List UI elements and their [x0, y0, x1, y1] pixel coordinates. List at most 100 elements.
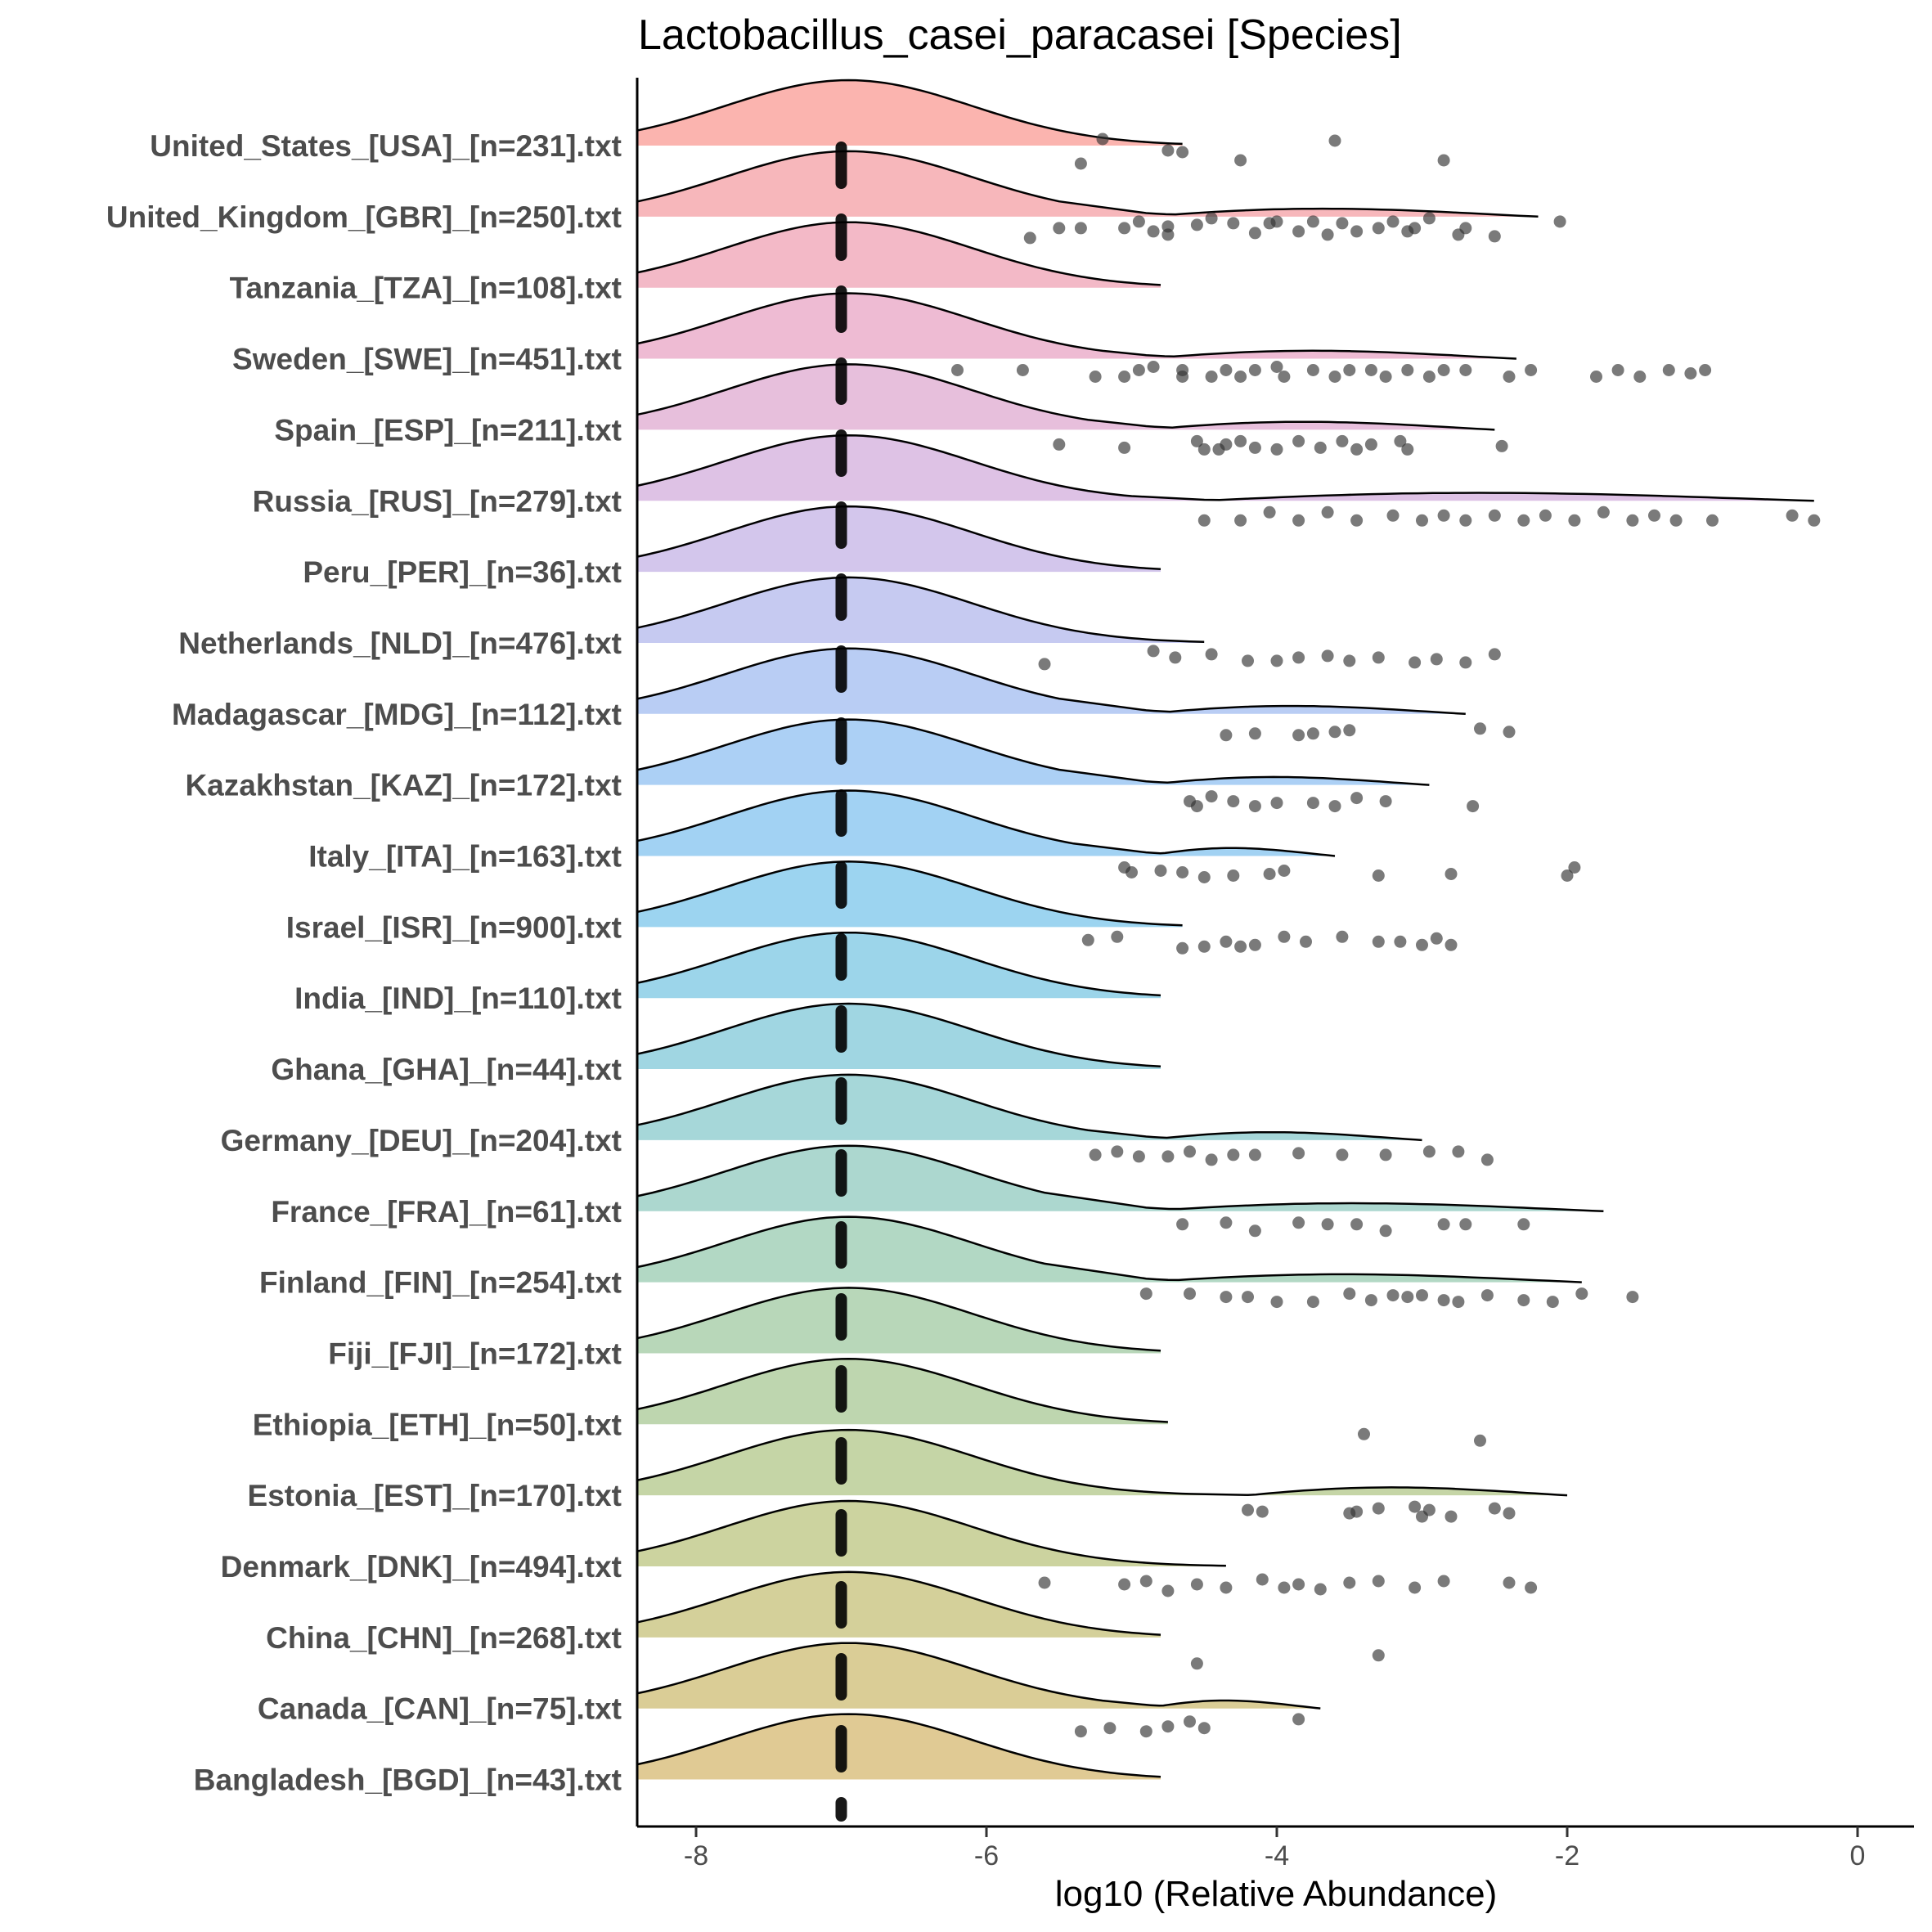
- data-point: [1561, 869, 1574, 882]
- data-point: [1474, 722, 1486, 735]
- series-1: [637, 150, 1566, 245]
- data-point: [1575, 1287, 1588, 1301]
- data-point: [1306, 797, 1319, 810]
- data-point: [1220, 729, 1233, 742]
- data-point: [1292, 1713, 1305, 1726]
- density-outline: [637, 576, 1205, 643]
- density-outline: [637, 1287, 1161, 1352]
- x-tick-label: -8: [684, 1840, 708, 1871]
- data-point: [1248, 1224, 1261, 1238]
- density-fill: [638, 435, 1814, 501]
- data-point: [1328, 800, 1341, 813]
- data-point: [1336, 217, 1349, 230]
- density-outline: [637, 221, 1161, 286]
- data-point: [1220, 1581, 1233, 1594]
- density-outline: [637, 1642, 1321, 1710]
- data-point: [1364, 438, 1377, 451]
- data-point: [1176, 1218, 1189, 1231]
- y-tick-label: Canada_[CAN]_[n=75].txt: [258, 1692, 622, 1726]
- data-point: [1220, 1216, 1233, 1229]
- data-point: [1328, 134, 1341, 147]
- y-tick-label: France_[FRA]_[n=61].txt: [271, 1195, 622, 1229]
- data-point: [1401, 443, 1414, 456]
- density-outline: [637, 1002, 1161, 1068]
- density-outline: [637, 1073, 1422, 1142]
- series-4: [637, 363, 1508, 456]
- data-point: [1386, 1289, 1400, 1302]
- data-point: [1306, 364, 1319, 376]
- y-tick-label: Peru_[PER]_[n=36].txt: [303, 555, 622, 589]
- data-point: [1074, 222, 1087, 235]
- y-tick-label: Ghana_[GHA]_[n=44].txt: [271, 1053, 622, 1086]
- density-fill: [638, 151, 1539, 217]
- data-point: [1321, 505, 1334, 519]
- data-point: [1416, 938, 1428, 951]
- x-tick-label: -4: [1265, 1840, 1289, 1871]
- y-tick-label: Ethiopia_[ETH]_[n=50].txt: [253, 1408, 622, 1441]
- chart-title: Lactobacillus_casei_paracasei [Species]: [638, 11, 1402, 59]
- data-point: [1227, 217, 1240, 230]
- data-point: [1292, 729, 1305, 742]
- data-point: [1546, 1296, 1559, 1309]
- series-18: [637, 1358, 1486, 1447]
- data-point: [1248, 727, 1261, 740]
- data-point: [1626, 514, 1639, 527]
- series-6: [637, 505, 1161, 573]
- data-point: [1525, 1581, 1538, 1594]
- density-outline: [637, 789, 1336, 857]
- series-14: [637, 1073, 1494, 1166]
- data-point: [1386, 509, 1400, 522]
- data-point: [1416, 514, 1428, 527]
- data-point: [1430, 932, 1443, 945]
- data-point: [1256, 1573, 1269, 1586]
- data-point: [1270, 443, 1283, 456]
- data-point: [1321, 1218, 1334, 1231]
- data-point: [1350, 1505, 1364, 1518]
- data-point: [1459, 656, 1472, 669]
- series-2: [637, 221, 1161, 288]
- data-point: [1394, 434, 1407, 447]
- data-point: [1314, 441, 1327, 454]
- data-point: [1343, 654, 1356, 667]
- series-12: [637, 931, 1161, 999]
- data-point: [1111, 1145, 1124, 1158]
- data-point: [1445, 1510, 1458, 1523]
- series-22: [637, 1642, 1321, 1738]
- data-point: [1270, 361, 1283, 373]
- data-point: [1568, 861, 1581, 874]
- density-fill: [638, 80, 1183, 146]
- series-16: [637, 1215, 1639, 1309]
- data-point: [1169, 651, 1182, 664]
- data-point: [1126, 866, 1138, 878]
- data-point: [1074, 1725, 1087, 1738]
- y-tick-label: China_[CHN]_[n=268].txt: [266, 1621, 622, 1655]
- data-point: [1517, 514, 1530, 527]
- density-fill: [638, 1074, 1422, 1140]
- data-point: [1372, 651, 1385, 664]
- data-point: [1452, 1145, 1465, 1158]
- data-point: [1517, 1218, 1530, 1231]
- x-tick-label: -2: [1555, 1840, 1579, 1871]
- series-21: [637, 1570, 1385, 1670]
- data-point: [1633, 371, 1647, 383]
- data-point: [1205, 648, 1218, 661]
- y-tick-label: India_[IND]_[n=110].txt: [294, 982, 622, 1015]
- data-point: [1111, 930, 1124, 943]
- data-point: [1096, 133, 1109, 146]
- series-7: [637, 576, 1501, 671]
- y-tick-label: Germany_[DEU]_[n=204].txt: [221, 1124, 622, 1157]
- data-point: [1038, 1576, 1051, 1589]
- data-point: [1220, 364, 1233, 376]
- density-fill: [638, 1714, 1161, 1780]
- data-point: [1248, 441, 1261, 454]
- data-point: [1242, 654, 1254, 667]
- data-point: [1147, 361, 1160, 373]
- density-outline: [637, 150, 1539, 218]
- data-point: [1197, 514, 1211, 527]
- data-point: [1416, 1289, 1428, 1302]
- data-point: [1358, 1427, 1370, 1440]
- data-point: [1314, 1583, 1327, 1596]
- series-19: [637, 1428, 1568, 1523]
- data-point: [1422, 212, 1436, 225]
- data-point: [1220, 438, 1233, 451]
